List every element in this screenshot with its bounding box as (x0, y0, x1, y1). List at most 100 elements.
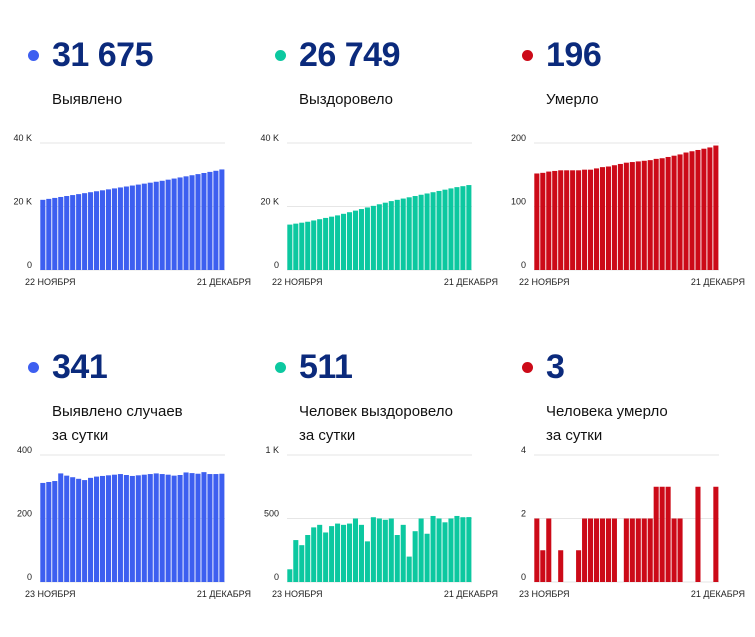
bar (454, 515, 460, 582)
x-start-label: 22 НОЯБРЯ (272, 277, 323, 287)
bar (99, 475, 106, 582)
stat-label-line1: Человека умерло (546, 403, 668, 420)
bar (58, 473, 64, 582)
bar (430, 192, 436, 270)
y-tick-label: 20 K (260, 197, 279, 207)
bar (418, 194, 424, 270)
bar (94, 476, 100, 582)
bar (442, 522, 448, 582)
x-start-label: 23 НОЯБРЯ (272, 589, 323, 599)
bar (183, 176, 189, 270)
x-end-label: 21 ДЕКАБРЯ (197, 589, 251, 599)
bar (466, 185, 472, 270)
bar (207, 171, 213, 270)
bar (58, 196, 64, 270)
bar (135, 475, 141, 582)
bar (677, 518, 683, 582)
bar (287, 224, 293, 270)
x-end-label: 21 ДЕКАБРЯ (197, 277, 251, 287)
bar-chart: 0 500 1 K 23 НОЯБРЯ 21 ДЕКАБРЯ (264, 445, 498, 599)
stat-value: 3 (546, 348, 565, 386)
bar (376, 204, 382, 270)
x-start-label: 22 НОЯБРЯ (519, 277, 570, 287)
stat-label-line1: Выявлено (52, 91, 123, 108)
bar (534, 518, 540, 582)
stat-value: 31 675 (52, 36, 154, 74)
bar (629, 162, 635, 270)
bar (534, 173, 540, 270)
bar (588, 169, 594, 270)
y-tick-label: 0 (27, 572, 32, 582)
y-tick-label: 500 (264, 509, 279, 519)
stat-value: 511 (299, 348, 353, 386)
bar (305, 535, 311, 582)
bar (129, 475, 135, 582)
bar (683, 152, 689, 270)
bar (346, 212, 353, 270)
bar (671, 518, 677, 582)
bar (105, 189, 112, 270)
bar (412, 531, 418, 582)
bar (582, 518, 588, 582)
bar (611, 518, 617, 582)
bar (454, 187, 460, 270)
stat-label-line2: за сутки (52, 427, 109, 444)
bar-chart: 0 200 400 23 НОЯБРЯ 21 ДЕКАБРЯ (17, 445, 251, 599)
stat-label: Человека умерло за сутки (546, 400, 668, 448)
bar (293, 223, 299, 270)
bar (219, 169, 225, 270)
bar (460, 517, 466, 582)
bar (358, 524, 364, 582)
bar (317, 524, 323, 582)
bar-chart: 0 20 K 40 K 22 НОЯБРЯ 21 ДЕКАБРЯ (260, 133, 498, 287)
bar (299, 545, 305, 582)
bar (376, 518, 382, 582)
stat-value: 26 749 (299, 36, 401, 74)
bar (448, 188, 454, 270)
bar (713, 145, 719, 270)
bar (653, 486, 659, 582)
bar (323, 532, 329, 582)
bar (70, 195, 76, 270)
bar (135, 184, 141, 270)
x-end-label: 21 ДЕКАБРЯ (444, 277, 498, 287)
bar-chart: 0 100 200 22 НОЯБРЯ 21 ДЕКАБРЯ (511, 133, 745, 287)
y-tick-label: 200 (511, 133, 526, 143)
bar (617, 163, 623, 270)
y-tick-label: 40 K (260, 133, 279, 143)
x-end-label: 21 ДЕКАБРЯ (691, 589, 745, 599)
bar (665, 156, 671, 270)
bar (341, 524, 347, 582)
x-start-label: 23 НОЯБРЯ (25, 589, 76, 599)
bar (653, 158, 659, 270)
bar (201, 173, 207, 270)
bar (213, 474, 219, 582)
bar (599, 518, 606, 582)
bar (40, 199, 46, 270)
bar (582, 169, 588, 270)
y-tick-label: 2 (521, 509, 526, 519)
stat-label: Выздоровело (299, 88, 393, 112)
bar (436, 190, 442, 270)
bar (177, 475, 183, 582)
y-tick-label: 1 K (265, 445, 279, 455)
bar (460, 186, 466, 270)
bar (335, 523, 341, 582)
bar (76, 478, 82, 582)
bar (70, 477, 76, 582)
bar (335, 215, 341, 270)
bar (394, 199, 400, 270)
bar (117, 187, 123, 270)
bar (629, 518, 635, 582)
bar-chart: 0 20 K 40 K 22 НОЯБРЯ 21 ДЕКАБРЯ (13, 133, 251, 287)
bar (605, 518, 611, 582)
y-tick-label: 0 (521, 572, 526, 582)
bar (171, 475, 177, 582)
bar (593, 518, 600, 582)
bar (201, 472, 207, 582)
stat-label-line2: за сутки (299, 427, 356, 444)
stat-label-line1: Умерло (546, 91, 599, 108)
stat-label-line1: Выявлено случаев (52, 403, 183, 420)
bar (177, 177, 183, 270)
bar (552, 170, 558, 270)
